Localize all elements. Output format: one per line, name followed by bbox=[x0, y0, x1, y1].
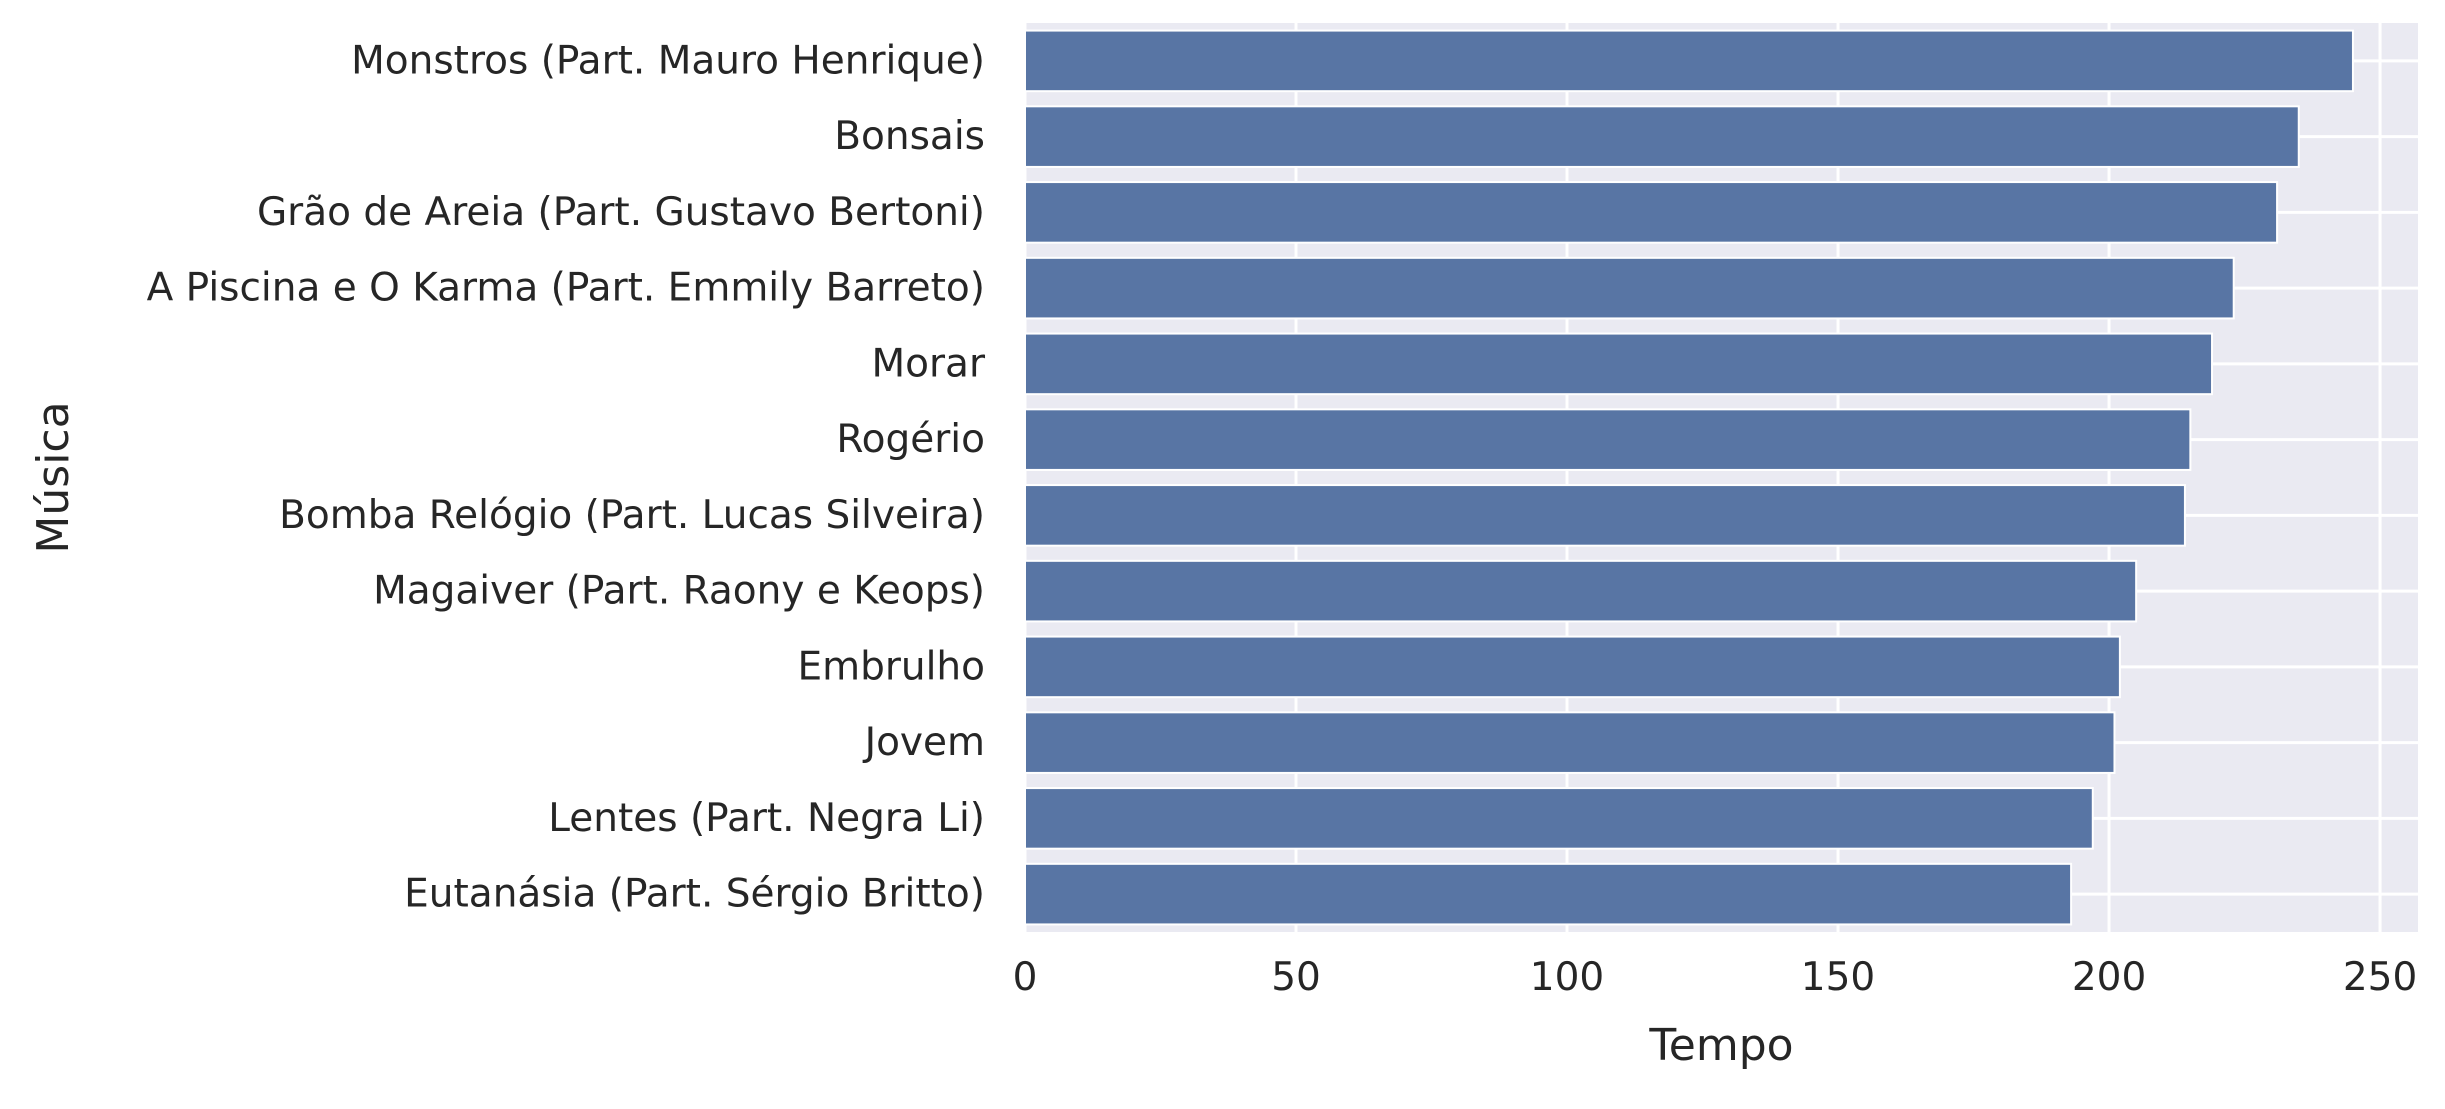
bar-9 bbox=[1024, 711, 2116, 774]
y-tick-label-11: Eutanásia (Part. Sérgio Britto) bbox=[404, 872, 985, 917]
x-tick-label-1: 50 bbox=[1271, 955, 1321, 1000]
x-tick-label-0: 0 bbox=[1013, 955, 1038, 1000]
x-tick-label-3: 150 bbox=[1801, 955, 1875, 1000]
plot-background bbox=[1025, 23, 2418, 932]
y-tick-label-6: Bomba Relógio (Part. Lucas Silveira) bbox=[279, 493, 985, 538]
x-tick-label-4: 200 bbox=[2072, 955, 2146, 1000]
bars bbox=[1024, 29, 2354, 926]
y-tick-labels: Monstros (Part. Mauro Henrique) Bonsais Gr… bbox=[147, 38, 986, 916]
bar-5 bbox=[1024, 408, 2192, 471]
bar-2 bbox=[1024, 181, 2279, 244]
y-tick-label-3: A Piscina e O Karma (Part. Emmily Barret… bbox=[147, 266, 985, 311]
x-tick-label-2: 100 bbox=[1530, 955, 1604, 1000]
y-tick-label-1: Bonsais bbox=[834, 114, 985, 159]
bar-4 bbox=[1024, 332, 2214, 396]
y-tick-label-5: Rogério bbox=[836, 417, 985, 462]
y-tick-label-9: Jovem bbox=[862, 720, 985, 765]
y-axis-label: Música bbox=[28, 401, 79, 553]
bar-6 bbox=[1024, 484, 2186, 547]
bar-8 bbox=[1024, 635, 2121, 699]
y-tick-label-8: Embrulho bbox=[797, 644, 985, 689]
bar-0 bbox=[1024, 29, 2354, 93]
x-tick-labels: 0 50 100 150 200 250 bbox=[1013, 955, 2418, 1000]
bar-3 bbox=[1024, 256, 2235, 320]
y-tick-label-2: Grão de Areia (Part. Gustavo Bertoni) bbox=[257, 190, 985, 235]
x-axis-label: Tempo bbox=[1648, 1020, 1793, 1071]
y-tick-label-10: Lentes (Part. Negra Li) bbox=[548, 796, 985, 841]
bar-1 bbox=[1024, 105, 2300, 168]
y-tick-label-4: Morar bbox=[872, 341, 986, 386]
y-tick-label-0: Monstros (Part. Mauro Henrique) bbox=[351, 38, 985, 83]
bar-11 bbox=[1024, 862, 2073, 926]
y-tick-label-7: Magaiver (Part. Raony e Keops) bbox=[373, 569, 985, 614]
bar-7 bbox=[1024, 559, 2138, 623]
x-tick-label-5: 250 bbox=[2343, 955, 2417, 1000]
bar-10 bbox=[1024, 787, 2094, 850]
